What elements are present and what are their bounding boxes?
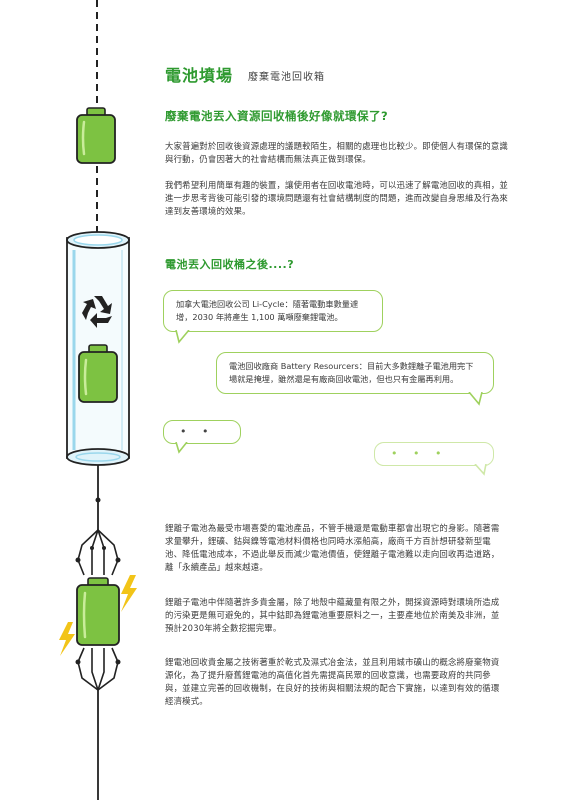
speech-bubble-li-cycle: 加拿大電池回收公司 Li-Cycle：隨著電動車數量遽增，2030 年將產生 1… [163, 290, 383, 332]
quote-battery-resourcers: 電池回收廠商 Battery Resourcers：目前大多數鋰離子電池用完下場… [229, 361, 474, 384]
bubble-tail [175, 442, 188, 454]
typing-dots: • • • [391, 447, 448, 460]
section-heading-recycling-question: 廢棄電池丟入資源回收桶後好像就環保了? [165, 109, 389, 123]
battery-icon [76, 577, 120, 646]
bubble-tail [175, 330, 190, 344]
battery-recycling-illustration [59, 0, 137, 800]
lightning-icon [59, 622, 75, 656]
intro-paragraph: 大家普遍對於回收後資源處理的議題較陌生，相關的處理也比較少。即使個人有環保的意識… [165, 141, 508, 164]
recycling-technology-paragraph: 鋰電池回收貴金屬之技術著重於乾式及濕式冶金法，並且利用城市礦山的概念將廢棄物資源… [165, 657, 500, 706]
lithium-battery-paragraph: 鋰離子電池為最受市場喜愛的電池產品，不管手機還是電動車都會出現它的身影。隨著需求… [165, 523, 500, 572]
speech-bubble-typing-light: • • • [374, 442, 494, 466]
battery-icon [76, 107, 116, 164]
bubble-tail [474, 464, 487, 476]
page-subtitle: 廢棄電池回收箱 [248, 72, 325, 83]
precious-metals-paragraph: 鋰離子電池中伴隨著許多貴金屬，除了地殼中蘊藏量有限之外，開採資源時對環境所造成的… [165, 597, 500, 633]
quote-li-cycle: 加拿大電池回收公司 Li-Cycle：隨著電動車數量遽增，2030 年將產生 1… [176, 299, 359, 322]
section-heading-after-recycling: 電池丟入回收桶之後....? [165, 258, 295, 271]
speech-bubble-battery-resourcers: 電池回收廠商 Battery Resourcers：目前大多數鋰離子電池用完下場… [216, 352, 494, 394]
bubble-tail [468, 392, 483, 406]
page-title: 電池墳場 [165, 66, 234, 85]
recycling-tube [66, 231, 130, 466]
recycle-icon [82, 296, 112, 328]
battery-icon [78, 344, 118, 403]
purpose-paragraph: 我們希望利用簡單有趣的裝置，讓使用者在回收電池時，可以迅速了解電池回收的真相，並… [165, 180, 508, 216]
lightning-icon [121, 575, 137, 612]
speech-bubble-typing: • • • [163, 420, 241, 451]
